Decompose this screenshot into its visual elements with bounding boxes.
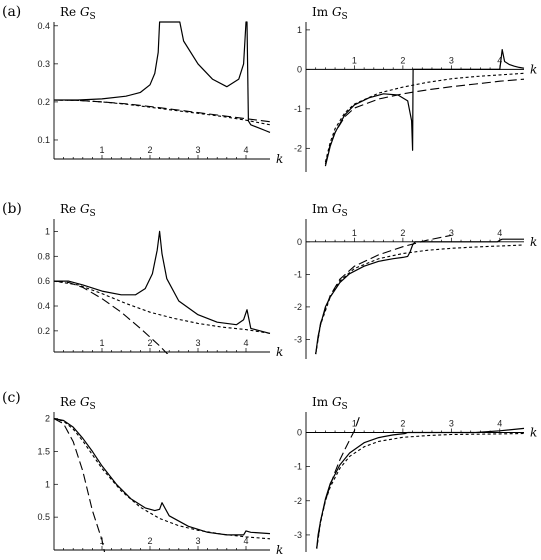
series-group [53,230,271,354]
series-line-dotted [53,418,271,540]
y-tick-label: 0.1 [37,135,50,145]
series-line-dotted [315,244,525,355]
y-tick-label: 0 [297,237,302,247]
y-tick-label: 1 [45,479,50,489]
series-group [53,418,271,552]
x-tick-label: 2 [400,55,405,65]
x-axis-label: k [276,543,283,557]
series-group [315,234,525,355]
y-tick-label: 0.3 [37,59,50,69]
y-tick-label: -3 [294,530,302,540]
y-tick-label: 2 [45,414,50,424]
chart-2: 1 2 3 4 -2 -1 0 1 Im GS k [294,5,537,172]
y-tick-label: -1 [294,462,302,472]
panel-label-a: (a) [2,4,21,20]
series-line-dashed [315,234,452,355]
series-line-solid [315,238,524,355]
x-tick-label: 2 [400,228,405,238]
chart-3: 1 2 3 4 0.2 0.4 0.6 0.8 1 Re GS k [37,202,283,359]
plots: 1 2 3 4 0.1 0.2 0.3 0.4 Re GS k 1 2 3 4 -2 -1 0 1 Im GS k 1 2… [37,5,537,557]
series-line-solid [54,21,271,133]
x-axis-label: k [530,235,537,249]
panel-label-c: (c) [2,390,21,406]
x-axis-label: k [530,62,537,76]
y-tick-label: 0 [297,64,302,74]
x-tick-label: 4 [497,228,502,238]
x-tick-label: 3 [195,338,200,348]
panel-label-b: (b) [2,201,22,217]
y-tick-label: 1 [297,25,302,35]
chart-1: 1 2 3 4 0.1 0.2 0.3 0.4 Re GS k [37,5,283,166]
series-line-dotted [53,99,271,126]
x-tick-label: 4 [497,418,502,428]
x-tick-label: 1 [352,55,357,65]
series-line-dashed [53,99,271,123]
x-tick-label: 1 [352,418,357,428]
y-tick-label: 0.8 [37,251,50,261]
y-tick-label: -2 [294,496,302,506]
y-tick-label: -3 [294,334,302,344]
y-tick-label: -1 [294,104,302,114]
y-axis-label: Re GS [60,5,96,22]
x-tick-label: 3 [449,55,454,65]
series-line-dotted [324,72,525,163]
x-tick-label: 3 [449,228,454,238]
y-tick-label: 0.5 [37,512,50,522]
y-tick-label: 0.2 [37,97,50,107]
x-axis-label: k [530,425,537,439]
y-tick-label: 0.6 [37,276,50,286]
y-axis-label: Im GS [312,5,348,22]
y-tick-label: 0.2 [37,326,50,336]
x-tick-label: 3 [195,145,200,155]
series-line-dashed [324,78,525,165]
x-tick-label: 2 [400,418,405,428]
x-tick-label: 4 [243,536,248,546]
x-tick-label: 1 [352,228,357,238]
series-group [316,416,525,549]
y-tick-label: 0.4 [37,301,50,311]
y-axis-label: Im GS [312,202,348,219]
series-line-solid [53,418,271,536]
y-tick-label: -2 [294,302,302,312]
y-tick-label: -2 [294,143,302,153]
x-tick-label: 2 [147,536,152,546]
y-tick-label: 1.5 [37,446,50,456]
series-line-solid [324,48,525,167]
x-axis-label: k [276,152,283,166]
series-line-dotted [316,432,525,549]
chart-6: 1 2 3 4 -3 -2 -1 0 Im GS k [294,395,537,552]
chart-4: 1 2 3 4 -3 -2 -1 0 Im GS k [294,202,537,359]
x-tick-label: 4 [497,55,502,65]
series-group [53,21,271,133]
x-tick-label: 4 [243,338,248,348]
y-tick-label: -1 [294,269,302,279]
series-line-dashed [53,418,106,552]
x-tick-label: 3 [195,536,200,546]
y-tick-label: 0 [297,427,302,437]
y-axis-label: Im GS [312,395,348,412]
x-tick-label: 2 [147,145,152,155]
x-axis-label: k [276,345,283,359]
x-tick-label: 4 [243,145,248,155]
y-tick-label: 1 [45,226,50,236]
series-group [324,48,525,167]
x-tick-label: 3 [449,418,454,428]
series-line-solid [316,427,525,549]
x-tick-label: 1 [99,338,104,348]
x-tick-label: 2 [147,338,152,348]
y-axis-label: Re GS [60,202,96,219]
x-tick-label: 1 [99,145,104,155]
y-axis-label: Re GS [60,395,96,412]
series-line-dashed [316,416,360,549]
series-line-solid [54,230,271,334]
y-tick-label: 0.4 [37,21,50,31]
